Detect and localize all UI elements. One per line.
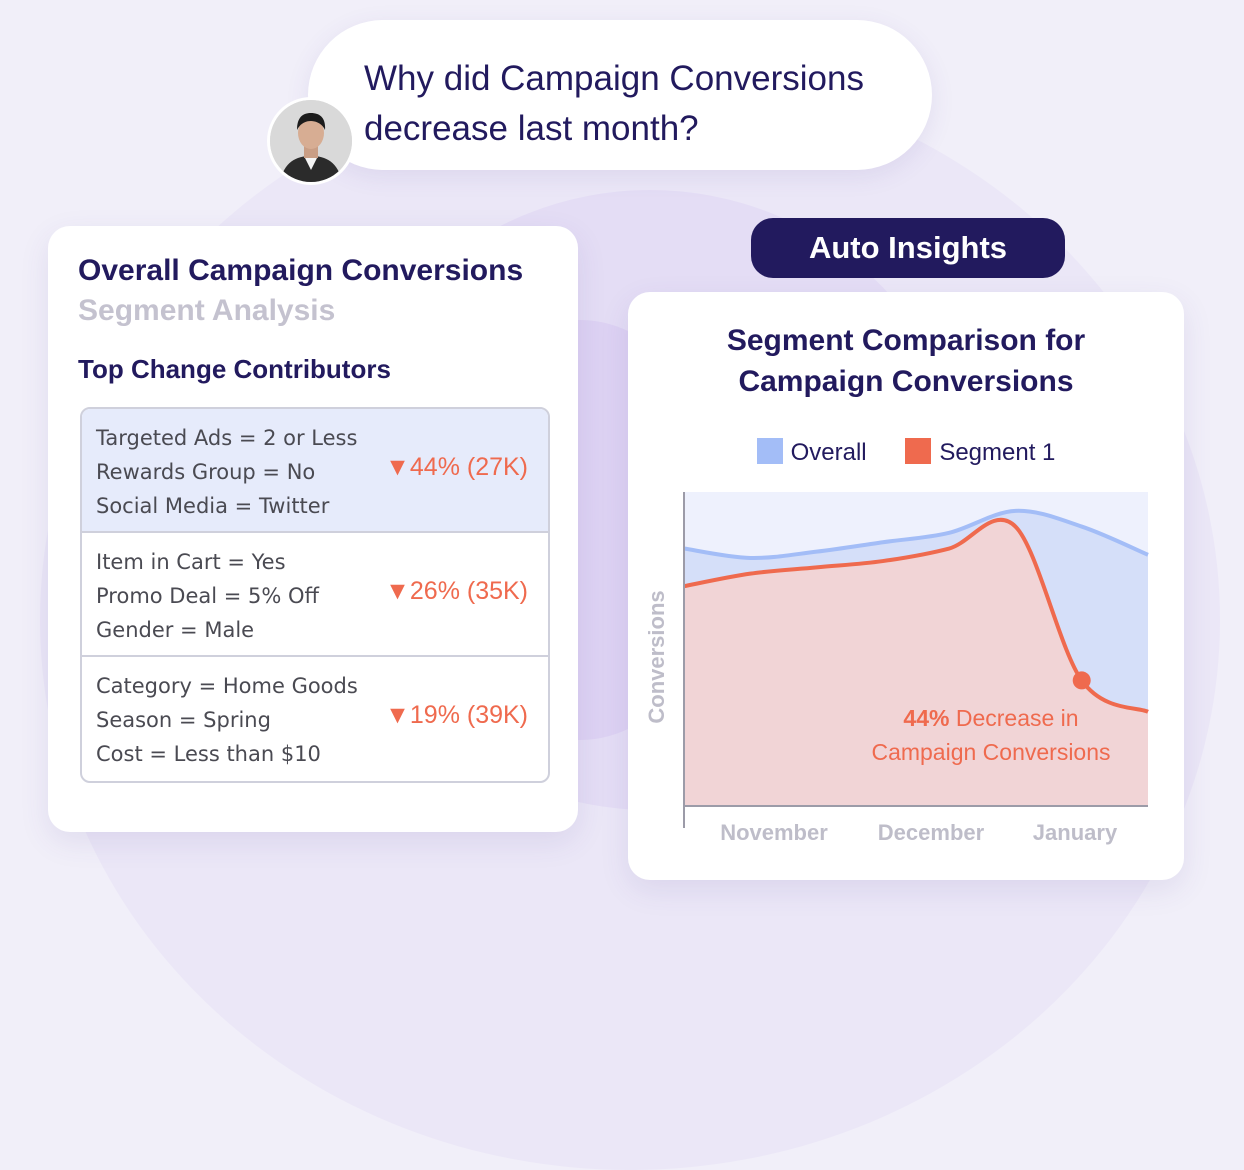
contributors-heading: Top Change Contributors: [78, 354, 391, 384]
change-value: ▼44% (27K): [385, 453, 528, 481]
change-value: ▼26% (35K): [385, 577, 528, 605]
segment-analysis-card: Overall Campaign Conversions Segment Ana…: [48, 226, 578, 832]
contributor-row[interactable]: Category = Home Goods Season = Spring Co…: [82, 657, 548, 781]
change-value: ▼19% (39K): [385, 701, 528, 729]
legend-item-overall: Overall: [756, 438, 867, 467]
chart-title-line-2: Campaign Conversions: [738, 365, 1074, 398]
legend-label: Overall: [790, 439, 867, 466]
condition-text: Cost = Less than $10: [96, 742, 321, 766]
question-line-1: Why did Campaign Conversions: [364, 59, 864, 98]
condition-text: Item in Cart = Yes: [96, 550, 286, 574]
person-icon: [270, 100, 352, 182]
decrease-annotation: 44% Decrease in Campaign Conversions: [816, 701, 1166, 769]
x-tick-label: January: [1033, 820, 1118, 845]
condition-text: Season = Spring: [96, 708, 271, 732]
chart-title-line-1: Segment Comparison for: [726, 324, 1086, 357]
series-line-overall: [683, 508, 1149, 560]
annotation-text: Decrease in: [949, 705, 1079, 731]
legend-label: Segment 1: [939, 439, 1056, 466]
legend-item-segment-1: Segment 1: [905, 438, 1055, 467]
conversions-chart: November December January Conversions: [644, 492, 1149, 845]
series-area-segment-1: [684, 519, 1148, 806]
condition-text: Rewards Group = No: [96, 460, 316, 484]
condition-text: Category = Home Goods: [96, 674, 358, 698]
condition-text: Targeted Ads = 2 or Less: [96, 426, 358, 450]
auto-insights-badge[interactable]: Auto Insights: [751, 218, 1065, 278]
y-axis-label: Conversions: [644, 590, 669, 723]
annotation-text-line-2: Campaign Conversions: [871, 739, 1111, 765]
legend-swatch: [905, 438, 932, 464]
highlight-point: [1072, 671, 1091, 690]
contributors-table: Targeted Ads = 2 or Less Rewards Group =…: [80, 407, 550, 783]
x-tick-label: November: [720, 820, 828, 845]
contributor-row[interactable]: Item in Cart = Yes Promo Deal = 5% Off G…: [82, 533, 548, 657]
contributor-row[interactable]: Targeted Ads = 2 or Less Rewards Group =…: [82, 409, 548, 533]
condition-text: Promo Deal = 5% Off: [96, 584, 320, 608]
question-line-2: decrease last month?: [364, 109, 699, 148]
question-text: Why did Campaign Conversions decrease la…: [364, 54, 924, 154]
chart-legend: Overall Segment 1: [628, 438, 1184, 467]
segment-comparison-card: Segment Comparison for Campaign Conversi…: [628, 292, 1184, 880]
chart-title: Segment Comparison for Campaign Conversi…: [628, 320, 1184, 402]
annotation-percent: 44%: [903, 705, 950, 731]
condition-text: Gender = Male: [96, 618, 255, 642]
condition-text: Social Media = Twitter: [96, 494, 330, 518]
legend-swatch: [756, 438, 783, 464]
question-bubble: Why did Campaign Conversions decrease la…: [308, 20, 932, 170]
card-subtitle: Segment Analysis: [78, 294, 336, 327]
user-avatar: [270, 100, 352, 182]
x-tick-label: December: [878, 820, 985, 845]
card-title: Overall Campaign Conversions: [78, 254, 524, 287]
